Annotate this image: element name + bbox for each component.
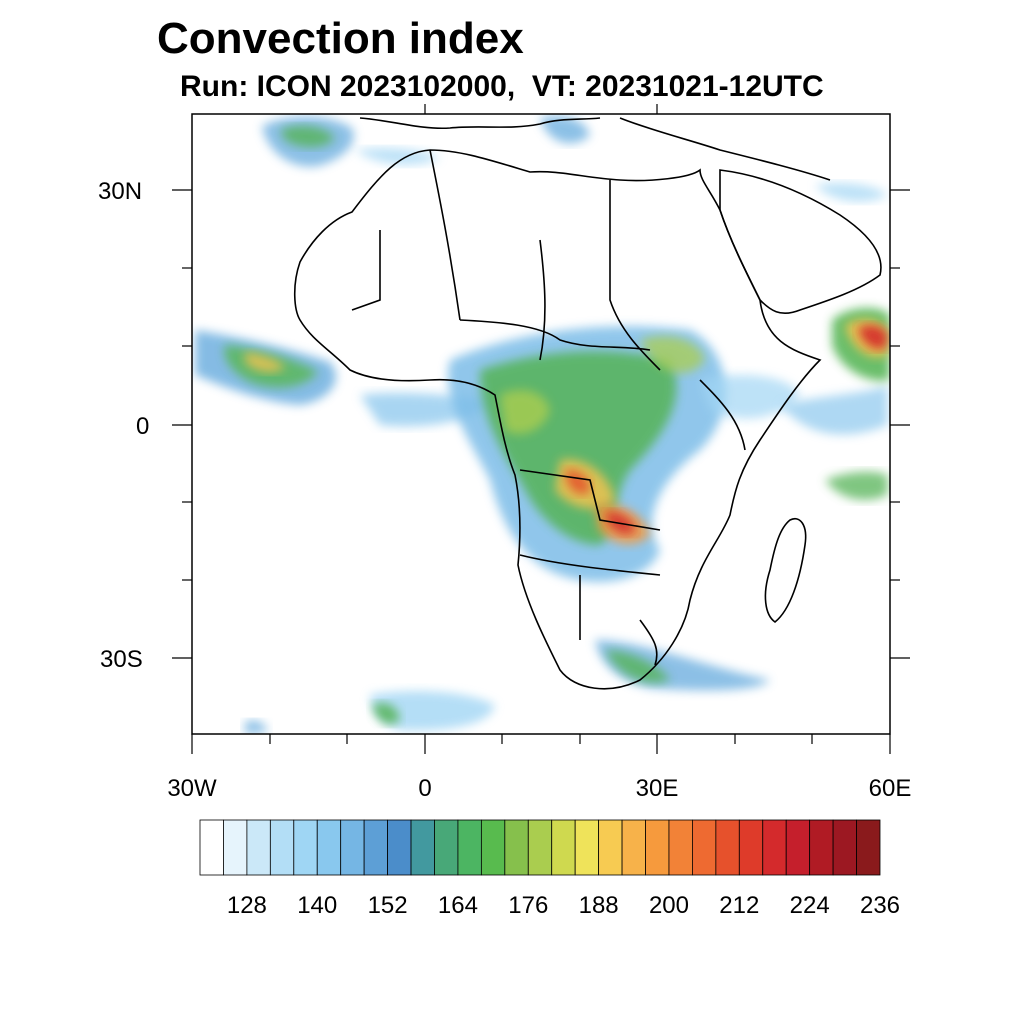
colorbar-label: 236 xyxy=(860,892,900,919)
colorbar-swatch xyxy=(269,819,295,876)
colorbar-label: 128 xyxy=(227,892,267,919)
colorbar-swatch xyxy=(340,819,365,876)
lat-label-0: 0 xyxy=(136,413,149,440)
axis-ticks xyxy=(172,104,910,754)
colorbar-label: 176 xyxy=(508,892,548,919)
colorbar-swatch xyxy=(199,819,224,876)
arabian-peninsula xyxy=(719,169,882,315)
colorbar xyxy=(199,819,881,876)
colorbar-label: 212 xyxy=(719,892,759,919)
colorbar-swatch xyxy=(715,819,740,876)
colorbar-label: 164 xyxy=(438,892,478,919)
colorbar-labels: 128 140 152 164 176 188 200 212 224 236 xyxy=(227,892,900,919)
colorbar-label: 200 xyxy=(649,892,689,919)
colorbar-swatch xyxy=(316,819,342,876)
madagascar xyxy=(764,518,807,623)
europe-coast xyxy=(359,117,601,130)
colorbar-swatch xyxy=(480,819,506,876)
colorbar-swatch xyxy=(598,819,623,876)
colorbar-swatch xyxy=(504,819,529,876)
colorbar-label: 224 xyxy=(790,892,830,919)
africa-coastline xyxy=(293,149,822,690)
colorbar-swatch xyxy=(434,819,459,876)
colorbar-swatch xyxy=(832,819,857,876)
map-frame xyxy=(191,113,891,735)
lon-label-0: 0 xyxy=(418,775,431,802)
coastlines xyxy=(293,117,882,690)
colorbar-label: 152 xyxy=(368,892,408,919)
lon-label-30e: 30E xyxy=(636,775,679,802)
colorbar-label: 188 xyxy=(579,892,619,919)
lon-label-30w: 30W xyxy=(167,775,217,802)
colorbar-swatch xyxy=(363,819,388,876)
colorbar-swatch xyxy=(574,819,600,876)
colorbar-swatch xyxy=(762,819,787,876)
lat-label-30s: 30S xyxy=(100,646,143,673)
lon-label-60e: 60E xyxy=(869,775,912,802)
colorbar-swatch xyxy=(692,819,717,876)
colorbar-swatch xyxy=(738,819,764,876)
colorbar-swatch xyxy=(410,819,435,876)
colorbar-swatch xyxy=(457,819,482,876)
chart-subtitle: Run: ICON 2023102000, VT: 20231021-12UTC xyxy=(180,70,824,103)
colorbar-swatch xyxy=(293,819,318,876)
colorbar-swatch xyxy=(645,819,670,876)
colorbar-swatch xyxy=(551,819,576,876)
colorbar-label: 140 xyxy=(297,892,337,919)
convection-field xyxy=(195,115,890,734)
colorbar-swatch xyxy=(246,819,271,876)
colorbar-swatch xyxy=(668,819,693,876)
lat-label-30n: 30N xyxy=(98,178,142,205)
colorbar-swatch xyxy=(856,819,881,876)
colorbar-swatch xyxy=(527,819,553,876)
colorbar-swatch xyxy=(387,819,412,876)
colorbar-swatch xyxy=(809,819,834,876)
colorbar-swatch xyxy=(785,819,811,876)
colorbar-swatch xyxy=(621,819,646,876)
colorbar-swatch xyxy=(223,819,248,876)
chart-title: Convection index xyxy=(157,14,524,63)
